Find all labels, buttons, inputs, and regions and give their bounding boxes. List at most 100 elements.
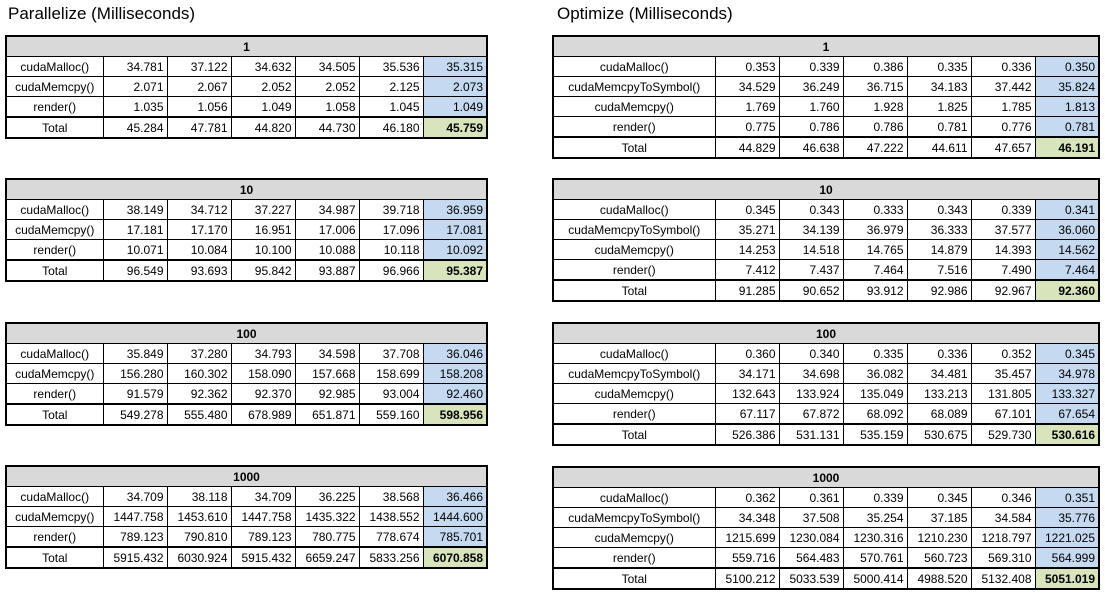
value-cell: 34.987 [294,199,360,220]
value-cell: 38.149 [102,199,168,220]
value-cell: 1218.797 [970,527,1036,548]
table-row: cudaMemcpyToSymbol() 34.529 36.249 36.715 34… [552,76,1101,97]
value-cell: 14.253 [714,239,780,260]
value-cell: 46.638 [778,136,844,159]
row-label: cudaMemcpyToSymbol() [552,76,716,97]
value-cell: 1435.322 [294,506,360,527]
value-cell: 0.362 [714,487,780,508]
value-cell: 35.254 [842,507,908,528]
value-cell: 1453.610 [166,506,232,527]
value-cell: 91.285 [714,279,780,302]
optimize-table-1000: 1000 cudaMalloc() 0.362 0.361 0.339 0.345 0.34… [551,466,1101,590]
value-cell: 7.412 [714,259,780,281]
average-cell: 0.351 [1034,487,1101,508]
value-cell: 34.709 [230,486,296,507]
value-cell: 157.668 [294,363,360,384]
value-cell: 44.820 [230,116,296,139]
value-cell: 34.781 [102,56,168,77]
table-row: cudaMemcpy() 1215.699 1230.084 1230.316 1210… [552,527,1101,548]
value-cell: 1.049 [230,96,296,118]
value-cell: 559.716 [714,547,780,569]
average-cell: 1221.025 [1034,527,1101,548]
row-label: Total [552,136,716,159]
value-cell: 35.271 [714,219,780,240]
value-cell: 1230.316 [842,527,908,548]
value-cell: 569.310 [970,547,1036,569]
value-cell: 1.056 [166,96,232,118]
table-row: cudaMemcpy() 132.643 133.924 135.049 133.213… [552,383,1101,404]
average-cell: 35.776 [1034,507,1101,528]
value-cell: 7.464 [842,259,908,281]
value-cell: 37.442 [970,76,1036,97]
table-row: Total 44.829 46.638 47.222 44.611 47.657 46.19… [552,136,1101,159]
table-header-row: 100 [4,322,489,344]
value-cell: 560.723 [906,547,972,569]
total-average-cell: 530.616 [1034,423,1101,446]
row-label: Total [5,546,104,569]
value-cell: 1447.758 [102,506,168,527]
value-cell: 34.139 [778,219,844,240]
value-cell: 0.781 [906,116,972,138]
value-cell: 0.386 [842,56,908,77]
value-cell: 10.088 [294,239,360,261]
value-cell: 0.346 [970,487,1036,508]
value-cell: 44.730 [294,116,360,139]
value-cell: 1215.699 [714,527,780,548]
average-cell: 10.092 [422,239,489,261]
value-cell: 0.776 [970,116,1036,138]
value-cell: 67.872 [778,403,844,425]
value-cell: 5915.432 [230,546,296,569]
value-cell: 559.160 [358,403,424,426]
row-label: Total [552,567,716,590]
table-row: render() 67.117 67.872 68.092 68.089 67.101 67… [552,403,1101,425]
value-cell: 2.067 [166,76,232,97]
value-cell: 37.122 [166,56,232,77]
table-row: cudaMemcpy() 1.769 1.760 1.928 1.825 1.785 1.8… [552,96,1101,117]
value-cell: 135.049 [842,383,908,404]
value-cell: 39.718 [358,199,424,220]
table-row: cudaMemcpy() 156.280 160.302 158.090 157.668… [5,363,489,384]
value-cell: 651.871 [294,403,360,426]
value-cell: 17.006 [294,219,360,240]
value-cell: 17.096 [358,219,424,240]
row-label: cudaMalloc() [552,343,716,364]
value-cell: 10.084 [166,239,232,261]
table-row: cudaMalloc() 34.781 37.122 34.632 34.505 35.5… [5,56,489,77]
parallelize-title: Parallelize (Milliseconds) [8,4,196,23]
value-cell: 790.810 [166,526,232,548]
row-label: cudaMalloc() [552,199,716,220]
row-label: cudaMemcpy() [552,239,716,260]
table-header-row: 1000 [4,465,489,487]
value-cell: 34.632 [230,56,296,77]
value-cell: 555.480 [166,403,232,426]
row-label: render() [552,547,716,569]
parallelize-table-10: 10 cudaMalloc() 38.149 34.712 37.227 34.987 39… [4,178,489,282]
value-cell: 67.117 [714,403,780,425]
average-cell: 2.073 [422,76,489,97]
row-label: render() [552,116,716,138]
table-row: cudaMalloc() 0.360 0.340 0.335 0.336 0.352 0.3… [552,343,1101,364]
optimize-table-10: 10 cudaMalloc() 0.345 0.343 0.333 0.343 0.339 0… [551,178,1101,302]
value-cell: 14.518 [778,239,844,260]
row-label: cudaMemcpy() [5,363,104,384]
value-cell: 6030.924 [166,546,232,569]
value-cell: 35.457 [970,363,1036,384]
average-cell: 1444.600 [422,506,489,527]
value-cell: 131.805 [970,383,1036,404]
value-cell: 2.071 [102,76,168,97]
value-cell: 34.171 [714,363,780,384]
block-header: 10 [4,178,489,200]
value-cell: 34.712 [166,199,232,220]
table-row: cudaMemcpy() 14.253 14.518 14.765 14.879 14.3… [552,239,1101,260]
value-cell: 34.183 [906,76,972,97]
value-cell: 1.058 [294,96,360,118]
value-cell: 36.333 [906,219,972,240]
table-row: cudaMalloc() 0.345 0.343 0.333 0.343 0.339 0.3… [552,199,1101,220]
table-row: cudaMemcpy() 17.181 17.170 16.951 17.006 17.0… [5,219,489,240]
value-cell: 1447.758 [230,506,296,527]
value-cell: 535.159 [842,423,908,446]
value-cell: 7.516 [906,259,972,281]
value-cell: 5915.432 [102,546,168,569]
value-cell: 1.785 [970,96,1036,117]
average-cell: 34.978 [1034,363,1101,384]
